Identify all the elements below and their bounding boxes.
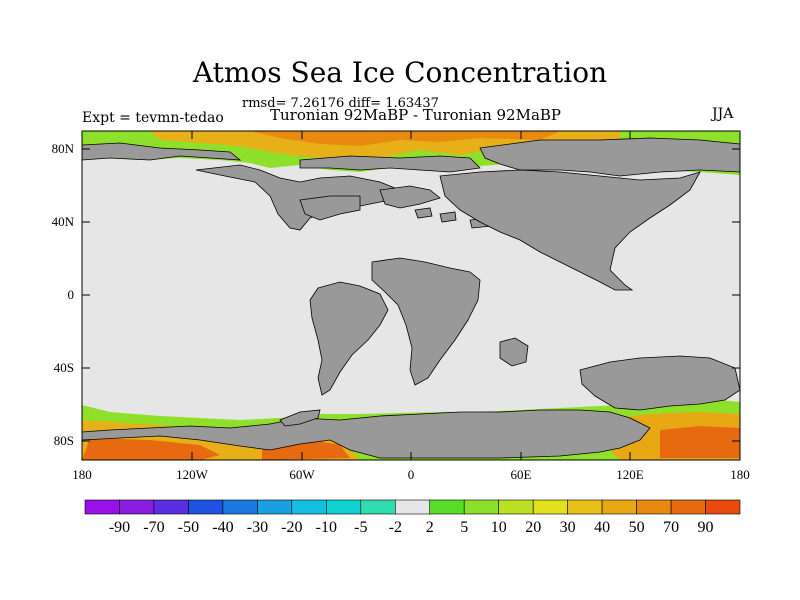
antarctic-peninsula (279, 409, 321, 427)
north-america (195, 164, 401, 231)
colorbar-box (222, 499, 258, 515)
colorbar-label: -70 (143, 519, 164, 536)
greenland-block (299, 195, 361, 221)
lon-label-120w: 120W (176, 467, 209, 482)
lat-label-80n: 80N (52, 141, 75, 156)
lon-label-180e: 180 (730, 467, 750, 482)
colorbar-box (567, 499, 603, 515)
south-america (309, 281, 389, 396)
india-madagascar (499, 337, 529, 367)
colorbar-box (291, 499, 327, 515)
colorbar-label: 10 (491, 519, 507, 536)
colorbar-box (498, 499, 534, 515)
lat-label-0: 0 (68, 287, 75, 302)
colorbar-label: 20 (525, 519, 541, 536)
colorbar-label: -40 (212, 519, 233, 536)
island-tethys-2 (439, 211, 457, 223)
colorbar-box (153, 499, 189, 515)
lon-label-120e: 120E (616, 467, 644, 482)
arctic-land-west (82, 142, 242, 161)
lon-label-0: 0 (408, 467, 415, 482)
antarctic-ice-peak-west (82, 438, 220, 460)
colorbar-box (601, 499, 637, 515)
colorbar-label: 2 (426, 519, 434, 536)
colorbar-box (463, 499, 500, 515)
colorbar-label: 30 (560, 519, 576, 536)
plot-title: Atmos Sea Ice Concentration (192, 56, 608, 89)
africa (371, 257, 481, 386)
colorbar-label: 90 (698, 519, 714, 536)
colorbar-label: -2 (389, 519, 402, 536)
colorbar-box (429, 499, 465, 515)
stats-line: rmsd= 7.26176 diff= 1.63437 (242, 96, 439, 111)
colorbar-box (119, 499, 155, 515)
colorbar-label: 50 (629, 519, 645, 536)
colorbar-box (394, 499, 431, 515)
colorbar-box (188, 499, 224, 515)
arctic-land-central (299, 155, 481, 173)
colorbar-label: -5 (354, 519, 367, 536)
arctic-ice-peak (250, 131, 560, 146)
lat-label-40n: 40N (52, 214, 75, 229)
colorbar-box (670, 499, 706, 515)
colorbar-box (84, 499, 120, 515)
island-tethys-1 (414, 207, 433, 219)
australia (579, 355, 740, 411)
colorbar-label: -50 (178, 519, 199, 536)
lon-label-180w: 180 (72, 467, 92, 482)
europe-islands (379, 185, 441, 209)
lat-label-80s: 80S (54, 433, 74, 448)
antarctic-ice-peak-east (660, 426, 740, 458)
season-label: JJA (712, 106, 734, 122)
colorbar-box (325, 499, 362, 515)
lat-label-40s: 40S (54, 360, 74, 375)
lon-label-60w: 60W (289, 467, 315, 482)
colorbar-label: 5 (460, 519, 468, 536)
colorbar-label: 70 (663, 519, 679, 536)
colorbar-label: 40 (594, 519, 610, 536)
colorbar-label: -20 (281, 519, 302, 536)
colorbar-box (636, 499, 672, 515)
lon-label-60e: 60E (511, 467, 532, 482)
asia (439, 169, 701, 291)
comparison-label: Turonian 92MaBP - Turonian 92MaBP (270, 106, 562, 124)
colorbar-label: -30 (247, 519, 268, 536)
experiment-label: Expt = tevmn-tedao (82, 110, 224, 126)
colorbar-box (360, 499, 396, 515)
arctic-land-east (479, 137, 740, 177)
colorbar-label: -90 (109, 519, 130, 536)
colorbar-box (705, 499, 741, 515)
colorbar-box (257, 499, 293, 515)
colorbar-box (532, 499, 569, 515)
colorbar-label: -10 (316, 519, 337, 536)
